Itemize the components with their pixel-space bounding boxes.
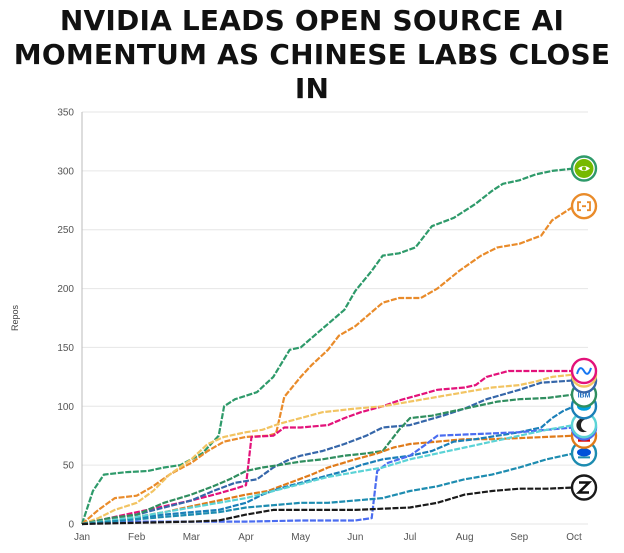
y-tick-350: 350	[57, 108, 74, 119]
series-line-tencent	[81, 452, 575, 526]
title-line-2: MOMENTUM AS CHINESE LABS CLOSE IN	[13, 38, 611, 105]
y-tick-250: 250	[57, 225, 74, 236]
y-tick-200: 200	[57, 284, 74, 295]
series-line-meta	[81, 369, 574, 526]
nvidia-pupil-icon	[582, 166, 586, 171]
series-line-microsoft	[81, 379, 575, 526]
y-axis-label: Repos	[10, 304, 20, 331]
x-tick-mar: Mar	[183, 532, 201, 543]
grid-lines	[81, 111, 588, 525]
meta-logo-icon	[576, 367, 592, 375]
series-lines	[80, 167, 575, 526]
series-end-badges: IBM	[570, 155, 598, 501]
tencent-wordmark-bar	[578, 456, 590, 459]
x-tick-may: May	[291, 532, 310, 543]
x-tick-jun: Jun	[347, 532, 363, 543]
series-line-nvidia	[80, 167, 575, 525]
x-tick-oct: Oct	[566, 532, 582, 543]
y-tick-labels: 0 50 100 150 200 250 300 350	[57, 108, 74, 531]
badge-nvidia	[570, 155, 598, 182]
badge-alibaba	[570, 192, 598, 220]
badge-meta	[570, 357, 598, 385]
title-line-1: NVIDIA LEADS OPEN SOURCE AI	[59, 4, 565, 37]
y-tick-300: 300	[57, 166, 74, 177]
series-line-ibm	[81, 393, 575, 526]
alibaba-cloud-icon	[577, 201, 591, 212]
chart-title: NVIDIA LEADS OPEN SOURCE AI MOMENTUM AS …	[0, 4, 624, 106]
x-tick-jul: Jul	[404, 532, 417, 543]
tencent-cloud-icon	[577, 448, 591, 457]
y-tick-150: 150	[57, 343, 74, 354]
x-tick-sep: Sep	[510, 532, 528, 543]
y-tick-100: 100	[57, 402, 74, 413]
ibm-logo-icon: IBM	[578, 393, 591, 400]
x-tick-jan: Jan	[74, 532, 90, 543]
x-tick-apr: Apr	[238, 532, 254, 543]
x-tick-labels: Jan Feb Mar Apr May Jun Jul Aug Sep Oct	[74, 532, 582, 543]
moonshot-moon-icon	[576, 418, 587, 433]
x-tick-aug: Aug	[456, 532, 474, 543]
y-tick-0: 0	[68, 520, 74, 531]
series-line-salesforce	[81, 405, 575, 526]
badge-zhipu	[570, 474, 598, 501]
series-line-google	[81, 373, 575, 526]
series-line-zhipu	[81, 486, 575, 526]
y-tick-50: 50	[63, 461, 75, 472]
zhipu-z-icon	[575, 481, 593, 494]
x-tick-feb: Feb	[128, 532, 146, 543]
series-line-moonshot	[81, 424, 575, 526]
